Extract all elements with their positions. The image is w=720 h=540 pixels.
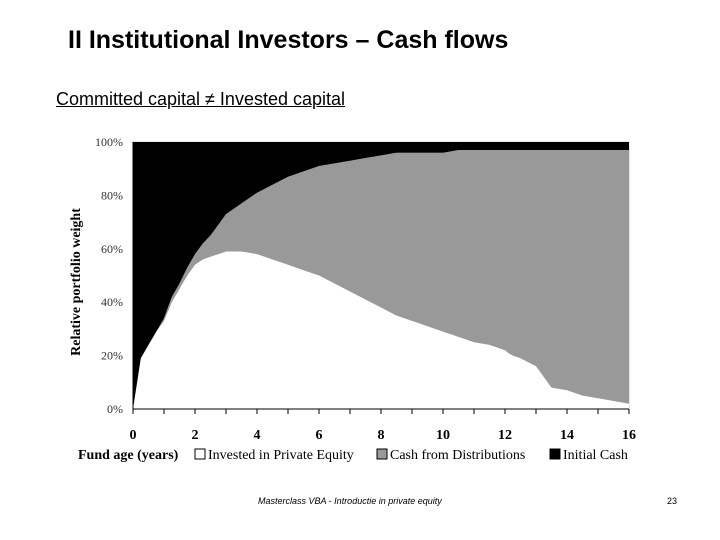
- slide-subtitle: Committed capital ≠ Invested capital: [56, 89, 346, 109]
- chart-legend: Fund age (years) Invested in Private Equ…: [78, 448, 628, 463]
- chart-axes: [132, 142, 630, 414]
- x-tick-label: 0: [130, 428, 137, 443]
- y-tick-label: 20%: [101, 349, 123, 363]
- area-series-1: [133, 251, 629, 409]
- area-series-2: [133, 150, 629, 409]
- x-tick-labels: 0 2 4 6 8 10 12 14 16: [130, 428, 637, 443]
- y-tick-label: 40%: [101, 295, 123, 309]
- x-tick-label: 4: [254, 428, 261, 443]
- x-tick-label: 12: [498, 428, 512, 443]
- y-tick-label: 80%: [101, 188, 123, 202]
- y-tick-label: 0%: [107, 402, 123, 416]
- page-number: 23: [667, 496, 678, 506]
- y-tick-labels: 0% 20% 40% 60% 80% 100%: [95, 135, 123, 416]
- legend-label: Cash from Distributions: [390, 448, 525, 463]
- x-tick-label: 8: [378, 428, 385, 443]
- x-tick-label: 16: [622, 428, 636, 443]
- y-axis-label: Relative portfolio weight: [69, 208, 84, 356]
- y-tick-label: 100%: [95, 135, 123, 149]
- footer-text: Masterclass VBA - Introductie in private…: [258, 496, 442, 506]
- x-tick-label: 14: [560, 428, 574, 443]
- x-axis-label: Fund age (years): [78, 448, 179, 463]
- legend-swatch: [194, 448, 206, 460]
- area-series-3: [133, 142, 629, 409]
- legend-label: Initial Cash: [563, 448, 628, 463]
- x-tick-label: 2: [192, 428, 199, 443]
- y-tick-label: 60%: [101, 242, 123, 256]
- chart-areas: [133, 142, 629, 409]
- legend-swatch: [549, 448, 561, 460]
- x-tick-label: 6: [316, 428, 323, 443]
- slide-title: II Institutional Investors – Cash flows: [68, 26, 509, 54]
- legend-label: Invested in Private Equity: [208, 448, 354, 463]
- legend-swatch: [376, 448, 388, 460]
- x-tick-label: 10: [436, 428, 450, 443]
